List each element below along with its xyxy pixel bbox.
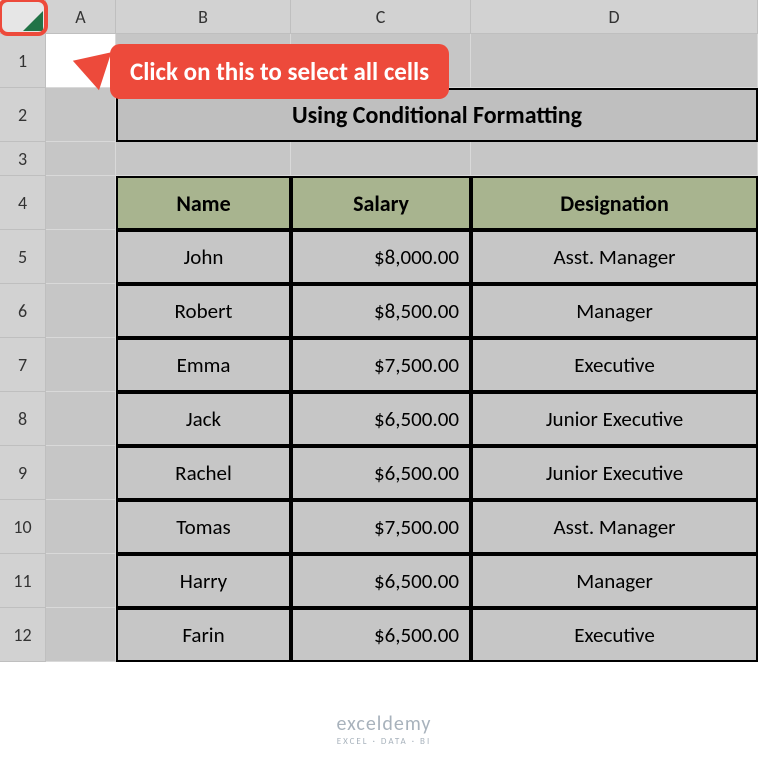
row-header-3[interactable]: 3 [0,142,46,176]
row-header-2[interactable]: 2 [0,88,46,142]
cell-salary[interactable]: $6,500.00 [291,392,471,446]
cell-salary[interactable]: $8,500.00 [291,284,471,338]
cell-designation[interactable]: Executive [471,608,758,662]
row-header-5[interactable]: 5 [0,230,46,284]
col-header-C[interactable]: C [291,0,471,34]
cell-A10[interactable] [46,500,116,554]
cell-salary[interactable]: $6,500.00 [291,446,471,500]
cell-A11[interactable] [46,554,116,608]
cell-name[interactable]: Robert [116,284,291,338]
cell-A4[interactable] [46,176,116,230]
cell-A5[interactable] [46,230,116,284]
cell-A2[interactable] [46,88,116,142]
cell-designation[interactable]: Asst. Manager [471,500,758,554]
row-header-11[interactable]: 11 [0,554,46,608]
watermark: exceldemy EXCEL · DATA · BI [337,712,432,747]
cell-A7[interactable] [46,338,116,392]
th-salary[interactable]: Salary [291,176,471,230]
col-header-A[interactable]: A [46,0,116,34]
cell-name[interactable]: Tomas [116,500,291,554]
cell-name[interactable]: Rachel [116,446,291,500]
cell-name[interactable]: Jack [116,392,291,446]
cell-designation[interactable]: Asst. Manager [471,230,758,284]
cell-name[interactable]: Harry [116,554,291,608]
th-designation[interactable]: Designation [471,176,758,230]
cell-designation[interactable]: Junior Executive [471,392,758,446]
row-header-4[interactable]: 4 [0,176,46,230]
col-header-D[interactable]: D [471,0,758,34]
cell-A8[interactable] [46,392,116,446]
callout-annotation: Click on this to select all cells [110,44,449,99]
row-header-10[interactable]: 10 [0,500,46,554]
watermark-line2: EXCEL · DATA · BI [337,736,432,747]
row-header-12[interactable]: 12 [0,608,46,662]
row-header-6[interactable]: 6 [0,284,46,338]
cell-A6[interactable] [46,284,116,338]
cell-name[interactable]: Farin [116,608,291,662]
cell-A12[interactable] [46,608,116,662]
highlight-annotation [0,0,48,36]
cell-salary[interactable]: $6,500.00 [291,554,471,608]
cell-designation[interactable]: Executive [471,338,758,392]
cell-designation[interactable]: Junior Executive [471,446,758,500]
row-header-1[interactable]: 1 [0,34,46,88]
cell-salary[interactable]: $8,000.00 [291,230,471,284]
cell-A9[interactable] [46,446,116,500]
row-header-7[interactable]: 7 [0,338,46,392]
cell-D1[interactable] [471,34,758,88]
row-header-8[interactable]: 8 [0,392,46,446]
cell-A3[interactable] [46,142,116,176]
cell-name[interactable]: John [116,230,291,284]
cell-name[interactable]: Emma [116,338,291,392]
cell-salary[interactable]: $6,500.00 [291,608,471,662]
cell-salary[interactable]: $7,500.00 [291,500,471,554]
cell-D3[interactable] [471,142,758,176]
cell-salary[interactable]: $7,500.00 [291,338,471,392]
cell-designation[interactable]: Manager [471,284,758,338]
cell-C3[interactable] [291,142,471,176]
cell-designation[interactable]: Manager [471,554,758,608]
th-name[interactable]: Name [116,176,291,230]
col-header-B[interactable]: B [116,0,291,34]
watermark-line1: exceldemy [337,712,432,736]
row-header-9[interactable]: 9 [0,446,46,500]
cell-B3[interactable] [116,142,291,176]
spreadsheet-grid: A B C D 1 2 Using Conditional Formatting… [0,0,768,662]
